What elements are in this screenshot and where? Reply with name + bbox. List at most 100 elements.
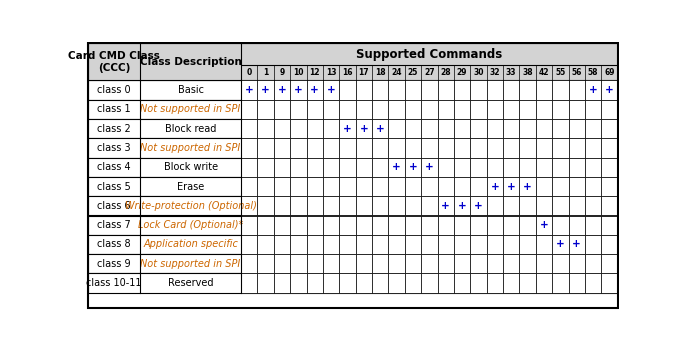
Bar — [241, 138, 257, 158]
Bar — [323, 274, 339, 293]
Bar — [536, 177, 552, 196]
Text: +: + — [245, 85, 254, 95]
Bar — [585, 138, 601, 158]
Text: 58: 58 — [588, 68, 599, 77]
Bar — [323, 119, 339, 138]
Bar — [568, 235, 585, 254]
Text: +: + — [539, 220, 548, 230]
Bar — [307, 119, 323, 138]
Text: +: + — [507, 182, 515, 191]
Bar — [471, 100, 486, 119]
Bar — [503, 119, 519, 138]
Text: +: + — [458, 201, 466, 211]
Text: Not supported in SPI: Not supported in SPI — [140, 259, 241, 269]
Bar — [585, 119, 601, 138]
Bar — [356, 138, 372, 158]
Bar — [601, 235, 618, 254]
Bar — [389, 100, 405, 119]
Bar — [471, 254, 486, 274]
Bar — [274, 158, 290, 177]
Text: +: + — [556, 239, 565, 250]
Bar — [568, 274, 585, 293]
Bar — [552, 119, 568, 138]
Bar — [339, 235, 356, 254]
Bar — [454, 158, 471, 177]
Bar — [585, 100, 601, 119]
Text: +: + — [376, 124, 385, 134]
Bar — [601, 177, 618, 196]
Bar — [438, 196, 454, 215]
Text: Application specific: Application specific — [143, 239, 238, 250]
Bar — [471, 215, 486, 235]
Text: 55: 55 — [555, 68, 566, 77]
Bar — [274, 215, 290, 235]
Text: 12: 12 — [310, 68, 320, 77]
Text: class 6: class 6 — [97, 201, 131, 211]
Text: +: + — [523, 182, 532, 191]
Bar — [356, 177, 372, 196]
Bar — [601, 196, 618, 215]
Text: Reserved: Reserved — [168, 278, 213, 288]
Bar — [274, 196, 290, 215]
Bar — [257, 138, 274, 158]
Bar — [405, 100, 421, 119]
Text: 56: 56 — [572, 68, 582, 77]
Bar — [356, 80, 372, 100]
Bar — [290, 274, 307, 293]
Bar — [339, 119, 356, 138]
Text: +: + — [425, 162, 433, 172]
Text: class 0: class 0 — [97, 85, 131, 95]
Bar — [356, 235, 372, 254]
Bar — [552, 80, 568, 100]
Bar — [257, 158, 274, 177]
Bar — [454, 100, 471, 119]
Bar — [389, 215, 405, 235]
Bar — [454, 196, 471, 215]
Bar — [486, 254, 503, 274]
Bar — [601, 254, 618, 274]
Bar — [552, 196, 568, 215]
Bar — [503, 254, 519, 274]
Bar — [241, 158, 257, 177]
Bar — [471, 177, 486, 196]
Bar — [307, 254, 323, 274]
Bar — [503, 274, 519, 293]
Bar — [87, 274, 618, 293]
Bar — [87, 235, 618, 254]
Bar — [323, 158, 339, 177]
Text: class 4: class 4 — [97, 162, 131, 172]
Bar — [454, 80, 471, 100]
Bar — [257, 215, 274, 235]
Bar — [307, 196, 323, 215]
Bar — [519, 215, 536, 235]
Bar — [87, 80, 618, 100]
Text: +: + — [294, 85, 303, 95]
Bar — [356, 119, 372, 138]
Bar — [274, 119, 290, 138]
Text: 30: 30 — [473, 68, 484, 77]
Bar — [87, 254, 618, 274]
Bar — [405, 177, 421, 196]
Text: 0: 0 — [246, 68, 252, 77]
Bar — [405, 138, 421, 158]
Bar — [274, 177, 290, 196]
Text: Block read: Block read — [165, 124, 216, 134]
Bar — [405, 119, 421, 138]
Bar — [438, 274, 454, 293]
Bar — [421, 158, 438, 177]
Bar — [274, 235, 290, 254]
Text: +: + — [261, 85, 270, 95]
Bar — [372, 177, 389, 196]
Bar — [503, 196, 519, 215]
Bar — [471, 80, 486, 100]
Bar — [503, 100, 519, 119]
Bar — [519, 235, 536, 254]
Bar — [471, 138, 486, 158]
Bar — [257, 80, 274, 100]
Bar — [601, 138, 618, 158]
Bar — [454, 235, 471, 254]
Bar — [339, 196, 356, 215]
Text: +: + — [343, 124, 352, 134]
Bar — [601, 100, 618, 119]
Bar — [241, 274, 257, 293]
